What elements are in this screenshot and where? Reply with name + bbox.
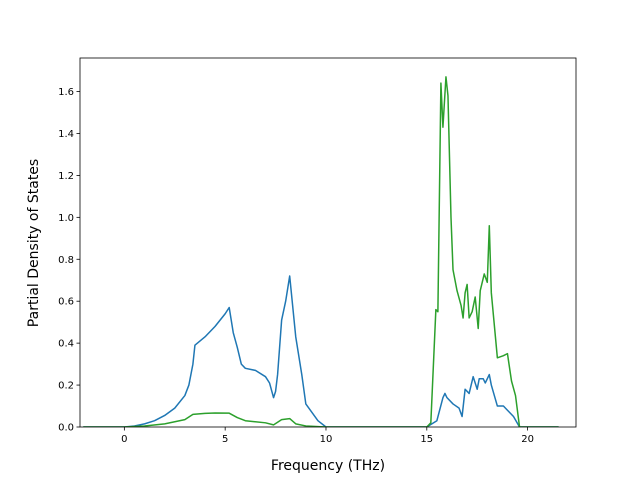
y-tick-label: 1.4 <box>58 129 74 140</box>
axes-frame <box>79 57 577 428</box>
y-tick-label: 0.2 <box>58 381 74 392</box>
y-tick-label: 0.4 <box>58 339 74 350</box>
y-tick-label: 1.2 <box>58 171 74 182</box>
series-layer <box>83 76 559 427</box>
y-tick-label: 1.0 <box>58 213 74 224</box>
x-tick-label: 0 <box>121 434 127 445</box>
series-line-2 <box>83 76 559 427</box>
y-tick-label: 0.0 <box>58 423 74 434</box>
y-tick-label: 0.6 <box>58 297 74 308</box>
y-axis-label: Partial Density of States <box>26 159 42 327</box>
y-tick-label: 0.8 <box>58 255 74 266</box>
y-tick-label: 1.6 <box>58 87 74 98</box>
series-line-1 <box>83 275 559 427</box>
x-axis-label: Frequency (THz) <box>271 458 385 474</box>
axes-layer: 0 5 10 15 20 0.0 0.2 0.4 0.6 0.8 1.0 1.2 1.4 1.6 <box>58 57 577 445</box>
x-tick-label: 20 <box>521 434 534 445</box>
x-tick-label: 5 <box>222 434 228 445</box>
x-tick-label: 15 <box>420 434 433 445</box>
x-tick-label: 10 <box>320 434 333 445</box>
